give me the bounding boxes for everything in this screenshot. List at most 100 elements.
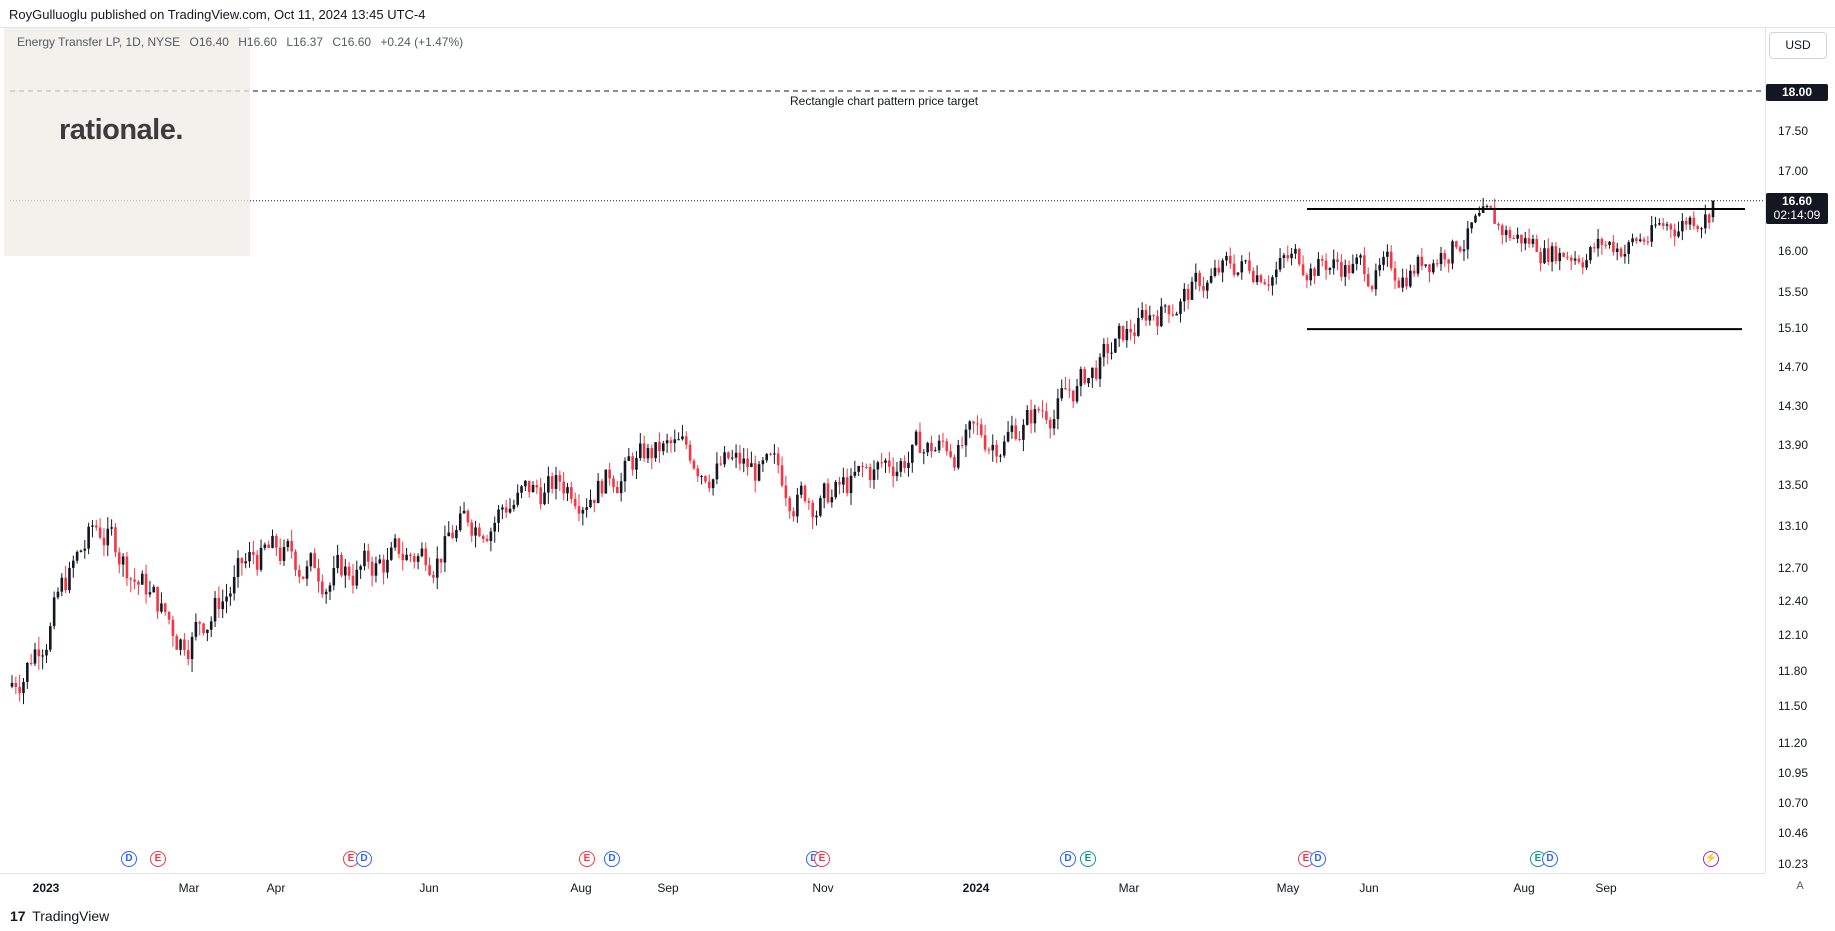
candle-body xyxy=(401,553,405,561)
candle-body xyxy=(673,439,677,444)
candle-body xyxy=(1466,228,1470,250)
candle-body xyxy=(723,452,726,465)
candle-body xyxy=(819,498,822,516)
candle-body xyxy=(891,466,895,477)
candle-body xyxy=(1183,288,1186,302)
earnings-event-icon[interactable]: E xyxy=(150,851,166,867)
candle-body xyxy=(1673,229,1676,237)
candle-body xyxy=(1259,275,1263,283)
candle-body xyxy=(420,548,424,557)
earnings-event-icon[interactable]: E xyxy=(579,851,595,867)
candle-body xyxy=(1347,265,1351,274)
candle-body xyxy=(826,483,830,503)
candle-body xyxy=(1248,260,1251,271)
time-label: 2023 xyxy=(32,881,60,895)
candle-body xyxy=(305,566,309,579)
currency-button[interactable]: USD xyxy=(1769,32,1827,59)
time-label: Nov xyxy=(812,881,834,895)
candle-body xyxy=(282,547,286,561)
candle-body xyxy=(1397,280,1401,288)
candle-body xyxy=(1654,224,1657,226)
flash-event-icon[interactable]: ⚡ xyxy=(1703,851,1719,867)
candle-body xyxy=(1332,259,1336,269)
candle-body xyxy=(474,527,477,536)
price-tick: 13.50 xyxy=(1778,478,1809,492)
candle-body xyxy=(1163,305,1167,307)
candle-body xyxy=(684,436,688,445)
price-tick: 12.70 xyxy=(1778,561,1809,575)
dividend-event-icon[interactable]: D xyxy=(604,851,620,867)
tradingview-logo[interactable]: 17 TradingView xyxy=(10,908,109,924)
candle-body xyxy=(922,452,926,454)
candle-body xyxy=(1041,410,1044,412)
candle-body xyxy=(815,515,818,518)
candle-body xyxy=(1071,390,1075,402)
candle-body xyxy=(1064,388,1067,390)
price-chart[interactable] xyxy=(0,28,1765,873)
time-axis[interactable]: 2023 Mar Apr Jun Aug Sep Nov 2024 Mar Ma… xyxy=(0,873,1765,900)
candle-body xyxy=(1432,263,1435,273)
price-axis[interactable]: 17.50 17.00 16.00 15.50 15.10 14.70 14.3… xyxy=(1766,28,1835,873)
earnings-event-icon[interactable]: E xyxy=(343,851,359,867)
candle-body xyxy=(229,593,232,597)
candle-body xyxy=(884,460,887,463)
candle-body xyxy=(1470,222,1473,229)
candle-body xyxy=(110,527,113,529)
legend-high: H16.60 xyxy=(238,35,277,49)
candle-body xyxy=(416,556,420,562)
watermark-panel: rationale. xyxy=(4,28,250,256)
candle-body xyxy=(294,551,297,570)
auto-scale-button[interactable]: A xyxy=(1796,880,1804,892)
candle-body xyxy=(1320,258,1324,261)
candle-body xyxy=(1631,238,1634,243)
candle-body xyxy=(405,554,408,561)
dividend-event-icon[interactable]: D xyxy=(356,851,372,867)
candle-body xyxy=(1535,239,1539,252)
time-label: Sep xyxy=(1595,881,1617,895)
dividend-event-icon[interactable]: D xyxy=(121,851,137,867)
candle-body xyxy=(1355,257,1359,264)
candle-body xyxy=(75,551,79,561)
candle-body xyxy=(1455,241,1458,248)
earnings-event-icon[interactable]: E xyxy=(814,851,830,867)
candle-body xyxy=(845,477,849,494)
candle-body xyxy=(83,548,87,551)
candle-body xyxy=(1205,282,1209,291)
candle-body xyxy=(1627,242,1631,254)
candle-body xyxy=(1121,325,1125,341)
candle-body xyxy=(914,431,918,445)
candle-body xyxy=(1523,238,1527,244)
time-label: 2024 xyxy=(962,881,990,895)
candle-body xyxy=(497,509,500,523)
candle-body xyxy=(1022,424,1025,440)
price-tick: 11.80 xyxy=(1778,664,1808,678)
candle-body xyxy=(41,655,44,657)
candle-body xyxy=(1650,225,1654,242)
chart-pane[interactable] xyxy=(0,28,1766,873)
candle-body xyxy=(661,443,665,452)
dividend-event-icon[interactable]: D xyxy=(1310,851,1326,867)
candle-body xyxy=(991,444,995,451)
candle-body xyxy=(895,471,899,477)
dividend-event-icon[interactable]: D xyxy=(1060,851,1076,867)
candle-body xyxy=(750,463,753,468)
candle-body xyxy=(221,601,225,610)
candle-body xyxy=(535,485,539,488)
candle-body xyxy=(799,485,803,495)
candle-body xyxy=(746,458,749,468)
dividend-event-icon[interactable]: D xyxy=(1542,851,1558,867)
candle-body xyxy=(1600,238,1604,245)
candle-body xyxy=(1646,241,1650,243)
candle-body xyxy=(1428,264,1431,273)
candle-body xyxy=(596,480,600,504)
candle-body xyxy=(133,579,136,582)
candle-body xyxy=(1094,367,1098,379)
candle-body xyxy=(911,444,914,463)
candle-body xyxy=(677,439,680,441)
candle-body xyxy=(455,530,458,539)
candle-body xyxy=(700,476,703,478)
candle-body xyxy=(1684,220,1688,225)
earnings-event-icon[interactable]: E xyxy=(1080,851,1096,867)
candle-body xyxy=(857,465,860,472)
candle-body xyxy=(681,436,684,440)
